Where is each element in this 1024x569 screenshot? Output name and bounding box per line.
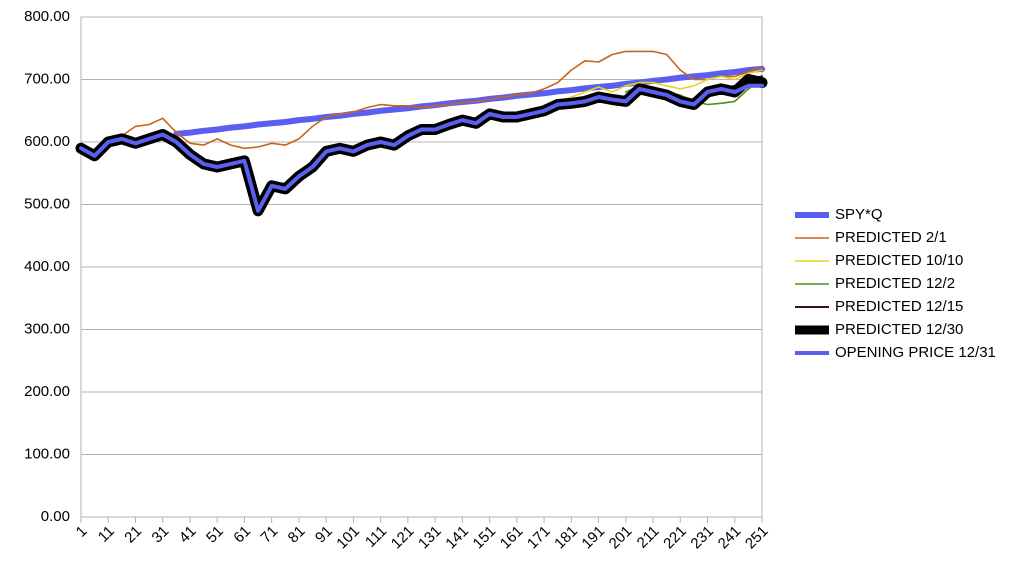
- y-tick-label: 600.00: [24, 133, 70, 150]
- x-tick-label: 221: [660, 523, 690, 553]
- x-tick-label: 181: [551, 523, 581, 553]
- x-tick-label: 91: [312, 523, 336, 547]
- x-tick-label: 121: [388, 523, 418, 553]
- x-tick-label: 111: [362, 523, 390, 551]
- legend-label: PREDICTED 12/2: [835, 275, 955, 292]
- x-tick-label: 201: [606, 523, 636, 553]
- x-tick-label: 191: [578, 523, 608, 553]
- x-tick-label: 11: [95, 523, 118, 546]
- y-tick-label: 500.00: [24, 195, 70, 212]
- x-tick-label: 51: [203, 523, 227, 547]
- y-tick-label: 0.00: [41, 508, 70, 525]
- x-tick-label: 151: [470, 523, 500, 553]
- x-tick-label: 31: [149, 523, 173, 547]
- x-tick-label: 161: [497, 523, 527, 553]
- x-tick-label: 241: [715, 523, 745, 553]
- legend-label: PREDICTED 10/10: [835, 252, 963, 269]
- series-line: [79, 83, 764, 213]
- x-tick-label: 81: [285, 523, 309, 547]
- x-tick-label: 211: [634, 523, 663, 552]
- x-tick-label: 171: [524, 523, 554, 553]
- series-line: [121, 50, 763, 150]
- legend-label: OPENING PRICE 12/31: [835, 344, 996, 361]
- x-tick-label: 21: [121, 523, 145, 547]
- y-tick-label: 100.00: [24, 445, 70, 462]
- y-tick-label: 800.00: [24, 8, 70, 25]
- legend-label: PREDICTED 2/1: [835, 229, 947, 246]
- x-tick-label: 61: [230, 523, 254, 547]
- series-line: [556, 69, 763, 103]
- x-tick-label: 101: [333, 523, 363, 553]
- y-tick-label: 300.00: [24, 320, 70, 337]
- y-tick-label: 700.00: [24, 70, 70, 87]
- series-line: [75, 74, 768, 217]
- x-tick-label: 231: [687, 523, 717, 553]
- legend-label: PREDICTED 12/30: [835, 321, 963, 338]
- x-tick-label: 1: [73, 523, 91, 541]
- x-tick-label: 251: [742, 523, 772, 553]
- y-tick-label: 200.00: [24, 383, 70, 400]
- legend-label: SPY*Q: [835, 206, 883, 223]
- x-tick-label: 41: [176, 523, 200, 547]
- legend-label: PREDICTED 12/15: [835, 298, 963, 315]
- y-tick-label: 400.00: [24, 258, 70, 275]
- plot-frame: [80, 16, 763, 518]
- x-tick-label: 71: [257, 523, 281, 547]
- x-tick-label: 131: [415, 523, 445, 553]
- x-tick-label: 141: [442, 523, 472, 553]
